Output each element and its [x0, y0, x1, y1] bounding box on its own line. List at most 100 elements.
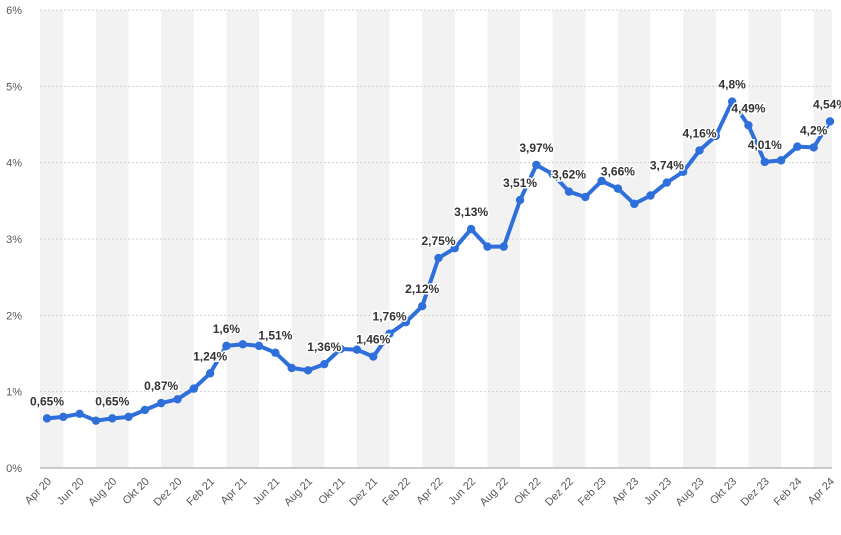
data-point: [140, 405, 150, 415]
x-tick-label: Dez 20: [151, 476, 184, 509]
y-tick-label: 6%: [6, 5, 22, 17]
data-point: [254, 341, 264, 351]
x-tick-label: Feb 24: [772, 476, 805, 509]
data-point: [744, 121, 753, 130]
y-tick-label: 4%: [6, 158, 22, 170]
data-point: [434, 253, 443, 263]
x-tick-label: Apr 23: [610, 476, 641, 507]
x-tick-label: Feb 21: [185, 476, 218, 509]
data-point: [711, 131, 721, 141]
data-point: [678, 167, 688, 177]
data-point: [695, 146, 704, 155]
data-label: 1,46%: [356, 333, 390, 347]
data-point: [42, 414, 52, 423]
data-point: [597, 176, 606, 186]
data-point: [825, 117, 835, 126]
data-label: 3,66%: [601, 165, 635, 179]
x-tick-label: Aug 21: [282, 476, 315, 509]
data-label: 1,36%: [307, 340, 341, 354]
data-point: [369, 352, 378, 361]
data-label: 4,01%: [748, 138, 782, 152]
data-point: [287, 363, 296, 373]
data-label: 3,97%: [519, 141, 553, 155]
data-point: [532, 160, 541, 170]
data-point: [271, 348, 280, 357]
x-tick-label: Dez 21: [347, 476, 380, 509]
data-point: [662, 178, 672, 187]
data-label: 1,51%: [258, 329, 292, 343]
data-point: [320, 359, 329, 369]
data-label: 4,49%: [731, 101, 765, 115]
data-point: [156, 398, 166, 408]
y-tick-label: 5%: [6, 81, 22, 93]
x-tick-label: Feb 23: [576, 476, 609, 509]
data-label: 0,87%: [144, 379, 178, 393]
data-point: [515, 195, 525, 205]
data-point: [352, 345, 362, 354]
data-point: [303, 366, 313, 375]
data-labels: 0,65% 0,65% 0,87% 1,24% 1,6% 1,51% 1,36% 1,46% 1…: [28, 76, 841, 410]
background-band: [226, 10, 260, 468]
data-label: 0,65%: [30, 394, 64, 408]
x-tick-label: Okt 21: [316, 476, 347, 507]
data-point: [548, 169, 557, 179]
x-tick-label: Okt 20: [121, 476, 152, 507]
data-point: [205, 369, 215, 378]
series-line-group: [42, 97, 835, 425]
x-tick-label: Dez 22: [543, 476, 576, 509]
x-tick-label: Aug 22: [478, 476, 511, 509]
data-point: [613, 184, 623, 193]
data-label: 3,13%: [454, 205, 488, 219]
data-point: [189, 384, 199, 393]
data-point: [124, 412, 133, 422]
x-tick-label: Apr 21: [218, 476, 249, 507]
x-tick-label: Jun 23: [642, 476, 674, 508]
x-tick-label: Okt 23: [708, 476, 739, 507]
data-point: [630, 199, 639, 209]
data-point: [385, 329, 394, 338]
data-label: 4,2%: [800, 123, 828, 137]
data-point: [760, 157, 769, 167]
data-point: [466, 224, 476, 234]
background-band: [40, 10, 64, 468]
data-point: [336, 344, 345, 354]
data-point: [646, 191, 655, 200]
data-point: [401, 318, 411, 327]
y-tick-label: 0%: [6, 463, 22, 475]
data-point: [727, 97, 737, 106]
y-axis: 0% 1% 2% 3% 4% 5% 6%: [6, 5, 22, 475]
data-label: 0,65%: [95, 394, 129, 408]
data-label: 4,8%: [718, 78, 746, 92]
data-point: [776, 156, 786, 165]
data-point: [417, 301, 427, 311]
data-point: [91, 416, 101, 425]
data-point: [809, 143, 818, 152]
data-point: [75, 409, 84, 419]
data-label: 4,54%: [813, 97, 841, 111]
data-label: 3,51%: [503, 176, 537, 190]
data-point: [581, 192, 590, 202]
data-point: [793, 142, 802, 151]
x-tick-label: Jun 21: [251, 476, 283, 508]
x-tick-label: Apr 24: [806, 476, 837, 507]
x-tick-label: Feb 22: [380, 476, 413, 509]
data-point: [564, 187, 574, 196]
data-label: 1,6%: [213, 322, 241, 336]
data-point: [173, 395, 182, 404]
y-tick-label: 2%: [6, 310, 22, 322]
data-label: 3,74%: [650, 159, 684, 173]
data-point: [483, 242, 492, 251]
data-point: [450, 243, 460, 253]
data-point: [59, 412, 68, 422]
data-label: 1,24%: [193, 349, 227, 363]
gridlines: [40, 9, 832, 469]
x-tick-label: Aug 23: [673, 476, 706, 509]
data-label: 4,16%: [682, 126, 716, 140]
x-tick-label: Okt 22: [512, 476, 543, 507]
data-point: [108, 414, 117, 423]
data-point: [499, 242, 508, 251]
x-tick-label: Apr 20: [23, 476, 54, 507]
y-tick-label: 1%: [6, 387, 22, 399]
data-point: [222, 341, 231, 351]
